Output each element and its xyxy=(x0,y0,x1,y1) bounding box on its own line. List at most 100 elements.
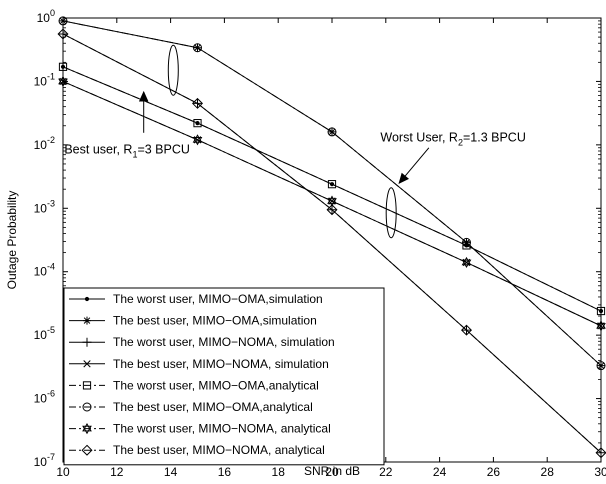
series-point-shape xyxy=(327,195,337,207)
series-point xyxy=(327,195,337,207)
series-line xyxy=(62,80,602,327)
y-tick-exponent: -1 xyxy=(47,71,55,81)
series-point xyxy=(193,119,202,128)
annotation-layer: Best user, R1=3 BPCU Worst User, R2=1.3 B… xyxy=(64,44,526,239)
y-tick-exponent: -3 xyxy=(47,198,55,208)
series-point xyxy=(191,97,204,109)
annotation-label-subscript: 1 xyxy=(132,150,137,160)
legend-entry: The best user, MIMO−NOMA, simulation xyxy=(69,357,329,371)
tick-layer: 10 12 14 16 18 20 22 24 26 28 3010010-110-210-310-… xyxy=(34,8,606,479)
series-point xyxy=(327,180,337,189)
legend-entry: The worst user, MIMO−OMA,analytical xyxy=(69,378,319,392)
legend-marker-shape xyxy=(82,337,92,347)
series-point-shape xyxy=(460,324,473,336)
annotation-arrowhead xyxy=(138,90,149,102)
legend-entry: The worst user, MIMO−NOMA, simulation xyxy=(69,335,335,349)
series-point xyxy=(329,182,335,187)
x-tick-label: 18 xyxy=(272,465,286,479)
legend-label: The worst user, MIMO−NOMA, analytical xyxy=(113,422,331,436)
y-tick-label: 10-2 xyxy=(34,135,55,152)
series-point-shape xyxy=(462,237,471,247)
legend-entry: The best user, MIMO−OMA,analytical xyxy=(69,400,313,414)
series-point xyxy=(461,256,472,269)
x-tick-label: 24 xyxy=(433,465,447,479)
x-tick-label: 12 xyxy=(110,465,124,479)
y-tick-label: 10-1 xyxy=(34,71,55,88)
y-tick-mantissa: 10 xyxy=(34,392,48,406)
x-tick-label: 10 xyxy=(56,465,70,479)
legend-marker-shape xyxy=(82,422,92,435)
series-point-shape xyxy=(329,182,335,187)
y-tick-mantissa: 10 xyxy=(34,74,48,88)
annotation-label-subscript: 2 xyxy=(458,138,463,148)
series-point-shape xyxy=(327,127,337,137)
legend-marker xyxy=(83,360,91,368)
series-point-shape xyxy=(327,180,337,189)
legend-marker xyxy=(82,402,92,412)
y-tick-mantissa: 10 xyxy=(34,201,48,215)
x-tick-label: 28 xyxy=(541,465,555,479)
y-tick-exponent: -6 xyxy=(47,389,55,399)
series-line xyxy=(62,66,602,312)
y-tick-mantissa: 10 xyxy=(34,138,48,152)
legend-marker xyxy=(84,296,90,302)
x-tick-label: 26 xyxy=(487,465,501,479)
x-tick-label: 16 xyxy=(218,465,232,479)
legend-marker xyxy=(82,337,92,347)
y-tick-exponent: -5 xyxy=(47,325,55,335)
series-point-shape xyxy=(192,134,203,146)
series-point xyxy=(192,134,203,146)
legend-marker xyxy=(82,381,92,390)
y-tick-label: 10-6 xyxy=(34,389,55,406)
legend-marker xyxy=(83,316,91,325)
annotation-label: Worst User, R2=1.3 BPCU xyxy=(380,131,525,148)
series-point-shape xyxy=(462,325,471,335)
legend-marker xyxy=(81,444,93,456)
legend-marker-shape xyxy=(83,360,91,368)
y-tick-mantissa: 10 xyxy=(34,328,48,342)
series-point xyxy=(462,325,471,335)
legend-marker-shape xyxy=(82,381,92,390)
legend-marker-shape xyxy=(82,402,92,412)
legend-label: The worst user, MIMO−OMA,analytical xyxy=(113,378,319,392)
annotation-ellipse xyxy=(167,44,179,96)
annotation-label-prefix: Best user, R xyxy=(64,143,132,157)
legend-marker-shape xyxy=(84,296,90,302)
series-point xyxy=(326,204,338,216)
legend: The worst user, MIMO−OMA,simulation The b… xyxy=(63,287,385,466)
y-tick-exponent: -7 xyxy=(47,452,55,462)
series-point xyxy=(327,127,337,137)
x-axis-label: SNR in dB xyxy=(304,464,360,478)
legend-label: The best user, MIMO−NOMA, simulation xyxy=(113,357,329,371)
series-point-shape xyxy=(461,256,472,269)
annotation-label: Best user, R1=3 BPCU xyxy=(64,143,190,160)
series-point-shape xyxy=(327,205,337,215)
series-line xyxy=(62,33,602,454)
legend-entry: The worst user, MIMO−NOMA, analytical xyxy=(69,422,331,436)
series-point-shape xyxy=(326,204,338,216)
y-tick-label: 10-5 xyxy=(34,325,55,342)
series-point xyxy=(460,324,473,336)
y-tick-exponent: -4 xyxy=(47,262,55,272)
x-tick-label: 22 xyxy=(379,465,393,479)
y-tick-label: 10-3 xyxy=(34,198,55,215)
legend-marker xyxy=(82,422,92,435)
series-point xyxy=(327,205,337,215)
series-point xyxy=(193,43,202,53)
annotation-label-suffix: =1.3 BPCU xyxy=(463,131,526,145)
x-tick-label: 14 xyxy=(164,465,178,479)
legend-entry: The worst user, MIMO−OMA,simulation xyxy=(69,292,323,306)
y-tick-exponent: 0 xyxy=(50,8,55,18)
y-tick-label: 10-4 xyxy=(34,262,55,279)
series-point-shape xyxy=(193,43,202,53)
y-tick-mantissa: 10 xyxy=(37,11,51,25)
annotation-label-prefix: Worst User, R xyxy=(380,131,458,145)
annotation-ellipse xyxy=(385,187,397,239)
legend-box xyxy=(63,287,385,466)
legend-label: The best user, MIMO−OMA,simulation xyxy=(113,314,317,328)
annotation-best: Best user, R1=3 BPCU xyxy=(64,44,190,160)
series-point-shape xyxy=(193,119,202,128)
y-tick-mantissa: 10 xyxy=(34,455,48,469)
y-axis-label: Outage Probability xyxy=(5,191,19,290)
